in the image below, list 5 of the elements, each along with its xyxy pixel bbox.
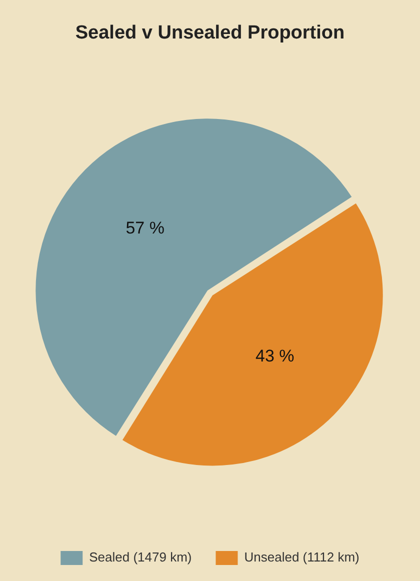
- chart-title: Sealed v Unsealed Proportion: [75, 22, 345, 44]
- data-label: 43 %: [256, 346, 294, 366]
- legend-label: Unsealed (1112 km): [244, 550, 360, 565]
- legend-label: Sealed (1479 km): [89, 550, 192, 565]
- data-label: 57 %: [126, 218, 164, 238]
